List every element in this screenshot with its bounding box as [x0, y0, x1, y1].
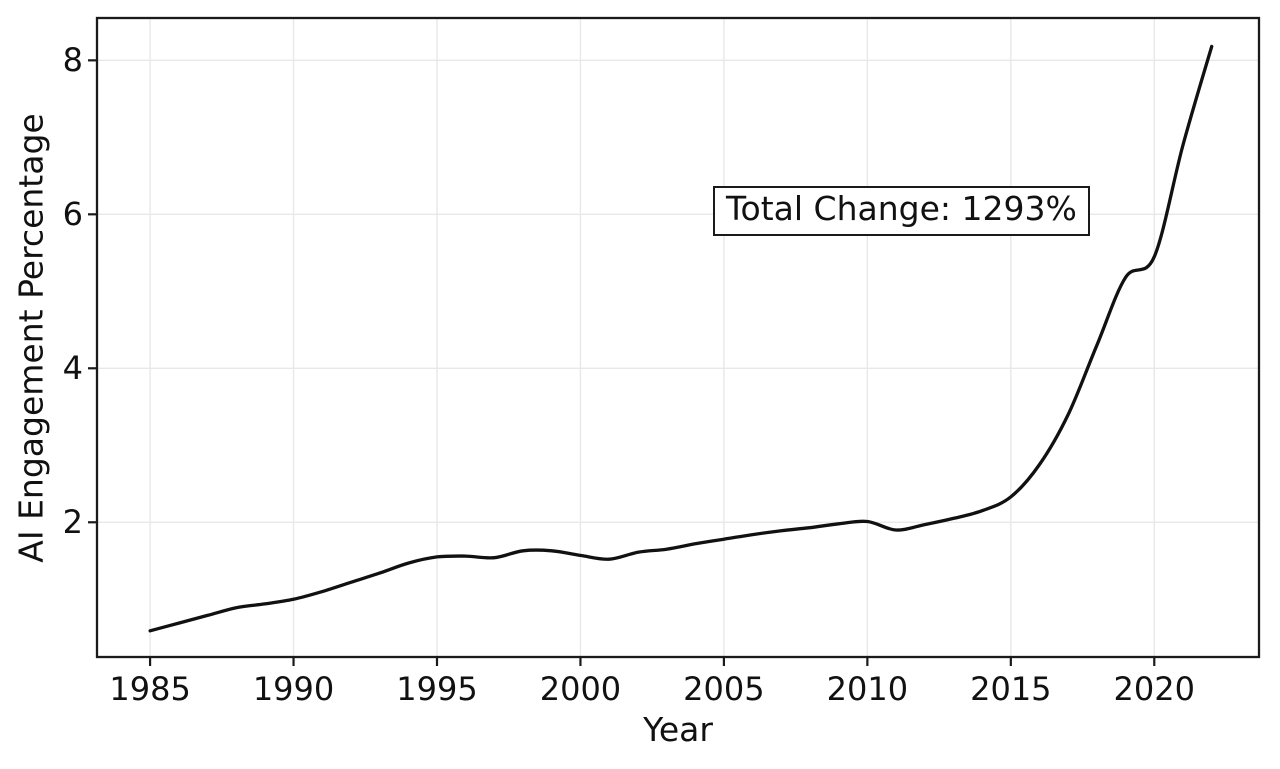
x-tick-label: 2015: [970, 670, 1052, 708]
plot-spines: [95, 16, 1261, 659]
y-tick-label: 6: [62, 195, 83, 234]
x-tick-label: 2000: [539, 670, 622, 708]
y-axis-label: AI Engagement Percentage: [11, 112, 51, 563]
x-tick-label: 1995: [396, 670, 478, 708]
y-tick-label: 2: [62, 503, 83, 542]
annotation-box: Total Change: 1293%: [713, 186, 1090, 236]
x-tick-label: 2005: [683, 670, 765, 708]
x-tick-label: 2020: [1113, 670, 1195, 708]
y-tick-label: 4: [62, 349, 83, 388]
y-tick-label: 8: [62, 41, 83, 80]
x-tick-label: 1990: [252, 670, 335, 708]
x-tick-label: 2010: [826, 670, 909, 708]
x-tick-label: 1985: [109, 670, 191, 708]
x-axis-label: Year: [643, 710, 713, 749]
data-line: [148, 44, 1214, 633]
